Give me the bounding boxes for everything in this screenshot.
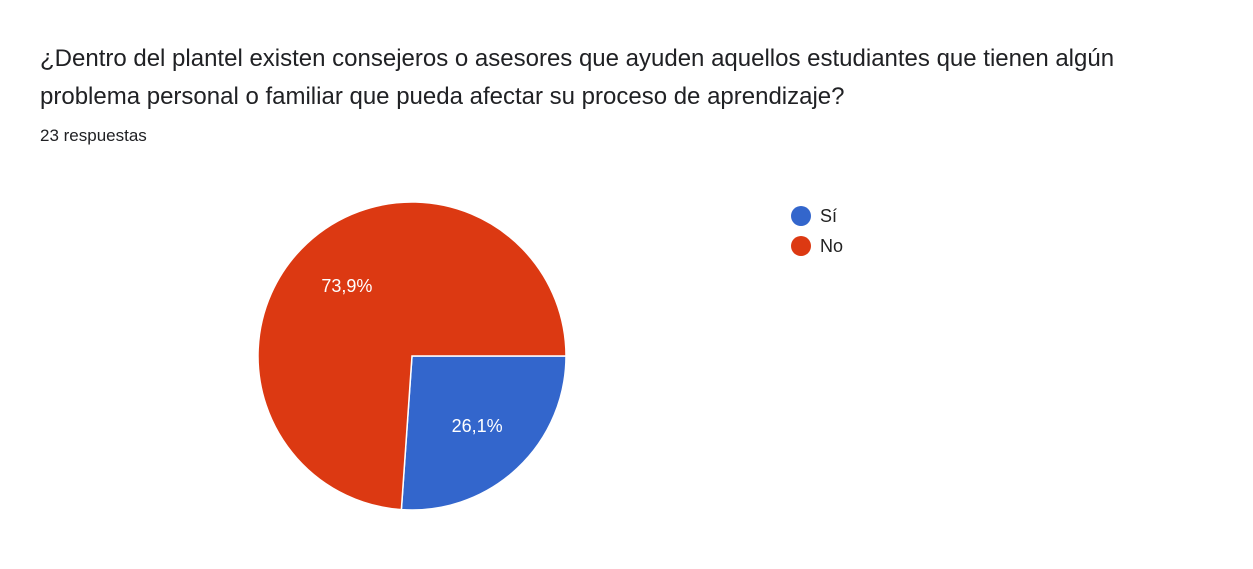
chart-legend[interactable]: Sí No <box>791 201 843 261</box>
response-count: 23 respuestas <box>40 126 147 145</box>
legend-item-no[interactable]: No <box>791 231 843 261</box>
legend-label-no: No <box>820 235 844 256</box>
question-title: ¿Dentro del plantel existen consejeros o… <box>40 45 1115 110</box>
pie-slice-no[interactable] <box>257 201 567 511</box>
pie-slice-si[interactable] <box>400 355 567 511</box>
pie-label-si: 26,1% <box>452 416 503 436</box>
legend-swatch-si <box>791 206 811 226</box>
legend-swatch-no <box>791 236 811 256</box>
legend-label-si: Sí <box>820 205 838 226</box>
legend-item-si[interactable]: Sí <box>791 201 843 231</box>
pie-label-no: 73,9% <box>321 276 372 296</box>
